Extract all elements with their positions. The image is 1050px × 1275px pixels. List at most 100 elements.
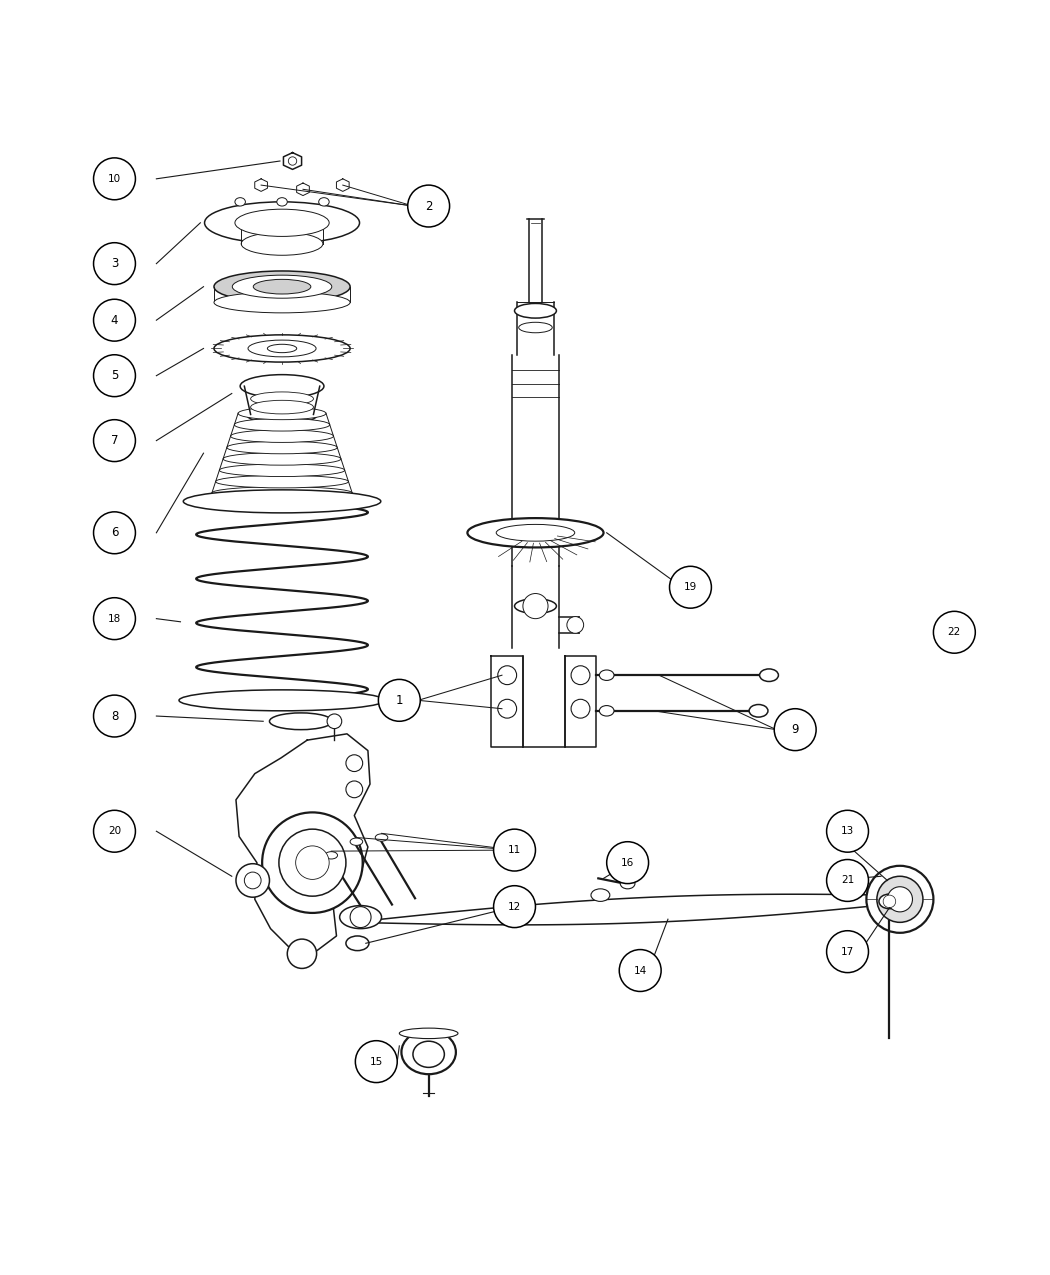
Ellipse shape xyxy=(268,344,297,353)
Ellipse shape xyxy=(214,292,350,312)
Circle shape xyxy=(245,872,261,889)
Ellipse shape xyxy=(319,198,329,207)
Circle shape xyxy=(93,811,135,852)
Circle shape xyxy=(571,666,590,685)
Ellipse shape xyxy=(223,453,341,465)
Text: 2: 2 xyxy=(425,200,433,213)
Text: 13: 13 xyxy=(841,826,854,836)
Text: 20: 20 xyxy=(108,826,121,836)
Circle shape xyxy=(93,511,135,553)
Circle shape xyxy=(355,1040,397,1082)
Ellipse shape xyxy=(350,838,362,845)
Circle shape xyxy=(877,876,923,922)
Polygon shape xyxy=(352,894,900,924)
Circle shape xyxy=(826,859,868,901)
Circle shape xyxy=(498,666,517,685)
Text: 21: 21 xyxy=(841,876,854,885)
Polygon shape xyxy=(236,734,370,951)
Ellipse shape xyxy=(178,690,385,710)
Ellipse shape xyxy=(600,705,614,717)
Circle shape xyxy=(407,185,449,227)
Ellipse shape xyxy=(467,518,604,547)
Ellipse shape xyxy=(514,303,556,317)
Ellipse shape xyxy=(214,272,350,302)
Polygon shape xyxy=(491,657,523,747)
Ellipse shape xyxy=(205,201,359,244)
Ellipse shape xyxy=(345,936,369,951)
Polygon shape xyxy=(297,184,310,195)
Text: 22: 22 xyxy=(948,627,961,638)
Circle shape xyxy=(262,812,362,913)
Ellipse shape xyxy=(251,391,314,405)
Text: 17: 17 xyxy=(841,946,854,956)
Ellipse shape xyxy=(232,275,332,298)
Ellipse shape xyxy=(235,209,329,236)
Ellipse shape xyxy=(759,669,778,681)
Circle shape xyxy=(774,709,816,751)
Circle shape xyxy=(93,158,135,200)
Circle shape xyxy=(494,829,536,871)
Text: 15: 15 xyxy=(370,1057,383,1067)
Text: 9: 9 xyxy=(792,723,799,736)
Text: 16: 16 xyxy=(621,858,634,868)
Circle shape xyxy=(93,419,135,462)
Circle shape xyxy=(887,886,912,912)
Polygon shape xyxy=(336,179,350,191)
Ellipse shape xyxy=(277,198,288,207)
Text: 14: 14 xyxy=(633,965,647,975)
Circle shape xyxy=(567,617,584,634)
Text: 18: 18 xyxy=(108,613,121,623)
Circle shape xyxy=(670,566,712,608)
Circle shape xyxy=(571,699,590,718)
Text: 10: 10 xyxy=(108,173,121,184)
Circle shape xyxy=(93,354,135,397)
Circle shape xyxy=(93,598,135,640)
Circle shape xyxy=(378,680,420,722)
Circle shape xyxy=(289,157,297,166)
Ellipse shape xyxy=(519,323,552,333)
Circle shape xyxy=(328,714,341,728)
Polygon shape xyxy=(565,657,596,747)
Circle shape xyxy=(288,940,317,969)
Circle shape xyxy=(826,811,868,852)
Ellipse shape xyxy=(247,405,318,423)
Ellipse shape xyxy=(234,418,330,431)
Circle shape xyxy=(279,829,345,896)
Circle shape xyxy=(93,695,135,737)
Ellipse shape xyxy=(749,705,768,717)
Text: 4: 4 xyxy=(110,314,119,326)
Ellipse shape xyxy=(248,340,316,357)
Ellipse shape xyxy=(879,894,900,909)
Text: 8: 8 xyxy=(111,710,119,723)
Circle shape xyxy=(498,699,517,718)
Ellipse shape xyxy=(214,335,350,362)
Ellipse shape xyxy=(600,669,614,681)
Circle shape xyxy=(350,907,371,928)
Ellipse shape xyxy=(235,198,246,207)
Polygon shape xyxy=(284,153,301,170)
Ellipse shape xyxy=(399,1028,458,1039)
Ellipse shape xyxy=(184,490,381,513)
Text: 19: 19 xyxy=(684,583,697,592)
Polygon shape xyxy=(255,179,268,191)
Circle shape xyxy=(236,863,270,898)
Ellipse shape xyxy=(240,375,324,398)
Text: 1: 1 xyxy=(396,694,403,706)
Ellipse shape xyxy=(238,407,327,419)
Ellipse shape xyxy=(497,524,574,541)
Text: 12: 12 xyxy=(508,901,521,912)
Ellipse shape xyxy=(212,487,352,500)
Text: 7: 7 xyxy=(110,434,119,448)
Ellipse shape xyxy=(227,441,337,454)
Ellipse shape xyxy=(215,476,349,488)
Ellipse shape xyxy=(219,464,344,477)
Circle shape xyxy=(345,782,362,798)
Ellipse shape xyxy=(253,279,311,295)
Ellipse shape xyxy=(401,1030,456,1075)
Ellipse shape xyxy=(242,232,323,255)
Ellipse shape xyxy=(231,430,334,442)
Circle shape xyxy=(620,950,662,992)
Circle shape xyxy=(296,845,329,880)
Ellipse shape xyxy=(591,889,610,901)
Ellipse shape xyxy=(413,1042,444,1067)
